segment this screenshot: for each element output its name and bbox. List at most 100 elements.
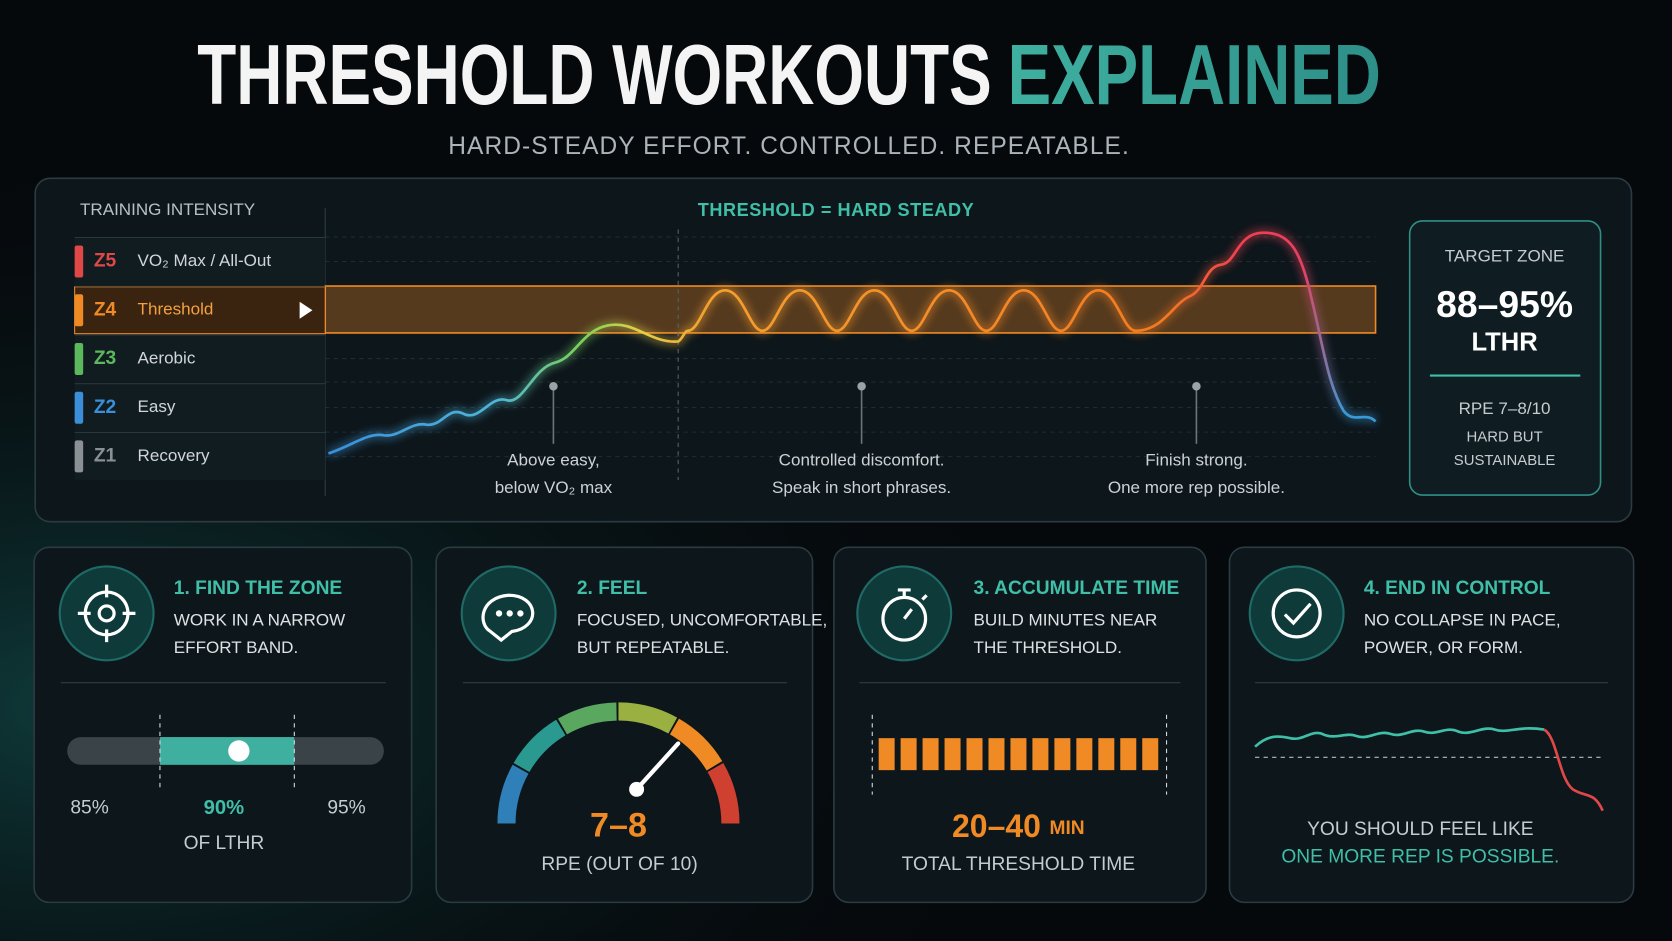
zone-code: Z3 [94, 348, 116, 369]
zone-row [74, 238, 326, 285]
annotation: Speak in short phrases. [772, 478, 951, 497]
zone-name: Aerobic [138, 348, 196, 367]
annotation: Controlled discomfort. [779, 450, 945, 469]
slider-range [159, 737, 295, 765]
card: 2. FEEL FOCUSED, UNCOMFORTABLE, BUT REPE… [435, 546, 827, 904]
zone-swatch [74, 440, 84, 473]
panel-label: TRAINING INTENSITY [80, 200, 255, 219]
target-range: 88–95% [1436, 283, 1573, 325]
finish-line [1543, 728, 1604, 812]
check-icon [1271, 588, 1322, 639]
panel-frame [34, 177, 1633, 523]
gauge-segment [497, 764, 529, 824]
slider-low: 85% [70, 798, 108, 819]
pin-head [549, 381, 558, 391]
title-accent: EXPLAINED [1008, 28, 1381, 123]
slider-caption: OF LTHR [184, 833, 265, 854]
zone-swatch [74, 294, 84, 327]
panel-heading: THRESHOLD = HARD STEADY [698, 200, 974, 220]
gauge-segment [707, 762, 740, 824]
slider-high: 95% [327, 798, 365, 819]
card-text: NO COLLAPSE IN PACE, [1364, 610, 1561, 629]
pin-head [857, 381, 866, 391]
zone-code: Z5 [94, 251, 117, 272]
time-block [922, 738, 939, 771]
gauge-segment [669, 718, 723, 771]
target-unit: LTHR [1471, 328, 1537, 356]
gauge-segment [557, 702, 617, 735]
intensity-panel: TRAINING INTENSITY THRESHOLD = HARD STEA… [34, 177, 1633, 523]
card-text: THE THRESHOLD. [974, 638, 1122, 657]
annotation: Above easy, [507, 450, 600, 469]
target-note: HARD BUT [1466, 428, 1542, 445]
annotation: Finish strong. [1145, 450, 1247, 469]
gauge-segment [513, 719, 566, 773]
target-label: TARGET ZONE [1445, 247, 1565, 266]
card: 3. ACCUMULATE TIME BUILD MINUTES NEAR TH… [833, 546, 1207, 904]
gauge-pivot [629, 781, 645, 797]
time-block [878, 738, 895, 771]
stopwatch-icon [881, 588, 928, 642]
time-value: 20–40 MIN [952, 808, 1085, 844]
steady-line [1254, 727, 1545, 748]
time-block [1120, 738, 1137, 771]
zone-row [74, 384, 326, 432]
chat-icon [481, 593, 535, 643]
card-text: BUT REPEATABLE. [577, 638, 730, 657]
annotation: below VO₂ max [495, 478, 613, 497]
intensity-curve [328, 231, 1377, 455]
card-caption: YOU SHOULD FEEL LIKE [1307, 819, 1533, 840]
card-title: 2. FEEL [577, 578, 648, 599]
card-text: FOCUSED, UNCOMFORTABLE, [577, 610, 827, 629]
gauge-needle [634, 741, 681, 792]
gauge-value: 7–8 [590, 807, 647, 845]
time-block [1032, 738, 1049, 771]
card-text: BUILD MINUTES NEAR [974, 610, 1158, 629]
time-number: 20–40 [952, 808, 1041, 844]
title: THRESHOLD WORKOUTS [197, 28, 991, 123]
time-block [1076, 738, 1093, 771]
zone-name: Recovery [138, 446, 210, 465]
slider-mid: 90% [204, 797, 245, 819]
zone-row [74, 432, 326, 480]
icon-bg [856, 565, 953, 662]
time-caption: TOTAL THRESHOLD TIME [902, 854, 1135, 875]
card-text: WORK IN A NARROW [174, 610, 346, 629]
card: 4. END IN CONTROL NO COLLAPSE IN PACE, P… [1228, 546, 1635, 904]
time-blocks [878, 738, 1159, 771]
icon-bg [58, 565, 155, 662]
annotation: One more rep possible. [1108, 478, 1285, 497]
target-icon [77, 584, 136, 643]
slider-knob [228, 740, 250, 762]
zone-swatch [74, 245, 84, 278]
icon-bg [1248, 565, 1345, 662]
card-caption: ONE MORE REP IS POSSIBLE. [1281, 847, 1559, 868]
zone-swatch [74, 391, 84, 424]
time-block [1054, 738, 1071, 771]
zone-code: Z2 [94, 397, 116, 418]
time-block [944, 738, 961, 771]
gauge [497, 702, 740, 824]
card-title: 1. FIND THE ZONE [174, 578, 343, 599]
card-text: EFFORT BAND. [174, 638, 298, 657]
time-unit: MIN [1049, 818, 1084, 839]
card-title: 3. ACCUMULATE TIME [974, 578, 1180, 599]
zone-name: Easy [138, 397, 176, 416]
target-box: TARGET ZONE 88–95% LTHR RPE 7–8/10 HARD … [1408, 220, 1602, 496]
zone-code: Z4 [94, 299, 117, 320]
zone-code: Z1 [94, 445, 117, 466]
target-note: SUSTAINABLE [1454, 452, 1556, 469]
time-block [1010, 738, 1027, 771]
card: 1. FIND THE ZONE WORK IN A NARROW EFFORT… [33, 546, 413, 904]
card-title: 4. END IN CONTROL [1364, 578, 1551, 599]
zone-row [74, 335, 326, 383]
gauge-segment [618, 702, 678, 734]
time-block [1142, 738, 1159, 771]
time-block [900, 738, 917, 771]
zone-name: VO₂ Max / All-Out [138, 251, 272, 270]
target-frame [1408, 220, 1602, 496]
time-block [966, 738, 983, 771]
target-rpe: RPE 7–8/10 [1459, 399, 1551, 418]
gauge-caption: RPE (OUT OF 10) [541, 854, 697, 875]
